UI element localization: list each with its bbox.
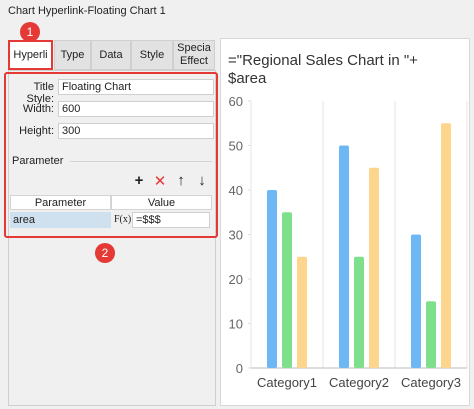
table-header: Parameter: [10, 195, 111, 210]
formula-button[interactable]: F(x): [114, 214, 132, 225]
tab[interactable]: Specia Effect: [173, 40, 215, 70]
bar: [354, 256, 364, 368]
y-tick-label: 50: [229, 139, 243, 154]
bar: [441, 123, 451, 368]
tab[interactable]: Type: [54, 40, 91, 70]
tab[interactable]: Hyperli: [8, 40, 53, 70]
field-label: Width:: [22, 103, 54, 115]
move-down-button[interactable]: ↓: [198, 172, 206, 189]
y-tick-label: 10: [229, 317, 243, 332]
add-button[interactable]: +: [134, 172, 144, 189]
bar: [339, 145, 349, 368]
field-label: Height:: [19, 125, 54, 137]
table-cell[interactable]: =$$$: [132, 212, 210, 228]
section-label: Parameter: [12, 155, 64, 167]
highlight-box: [4, 72, 218, 238]
tab[interactable]: Data: [91, 40, 131, 70]
bar: [297, 256, 307, 368]
separator: [70, 161, 212, 162]
callout: 2: [95, 243, 115, 263]
y-tick-label: 40: [229, 183, 243, 198]
bar: [267, 190, 277, 368]
move-up-button[interactable]: ↑: [177, 172, 185, 189]
text-input[interactable]: 300: [58, 123, 214, 139]
table-cell[interactable]: area: [10, 212, 111, 228]
text-input[interactable]: 600: [58, 101, 214, 117]
bar: [426, 301, 436, 368]
delete-button[interactable]: ✕: [153, 173, 167, 190]
tab[interactable]: Style: [131, 40, 173, 70]
chart-panel: 0 10 20 30 40 50 60 Category1 Category2 Category3: [220, 38, 470, 406]
y-tick-label: 30: [229, 228, 243, 243]
window-title: Chart Hyperlink-Floating Chart 1: [8, 5, 166, 17]
x-tick-label: Category3: [401, 375, 461, 390]
x-tick-label: Category1: [257, 375, 317, 390]
x-tick-label: Category2: [329, 375, 389, 390]
table-header: Value: [111, 195, 212, 210]
bar: [411, 234, 421, 368]
chart: 0 10 20 30 40 50 60 Category1 Category2 Category3: [229, 94, 468, 390]
y-tick-label: 20: [229, 272, 243, 287]
field-label: Title Style:: [26, 81, 54, 105]
bar: [282, 212, 292, 368]
chart-title: ="Regional Sales Chart in "+ $area: [228, 52, 418, 87]
y-tick-label: 60: [229, 94, 243, 109]
y-tick-label: 0: [236, 361, 243, 376]
bar: [369, 167, 379, 368]
callout: 1: [20, 22, 40, 42]
text-input[interactable]: Floating Chart: [58, 79, 214, 95]
